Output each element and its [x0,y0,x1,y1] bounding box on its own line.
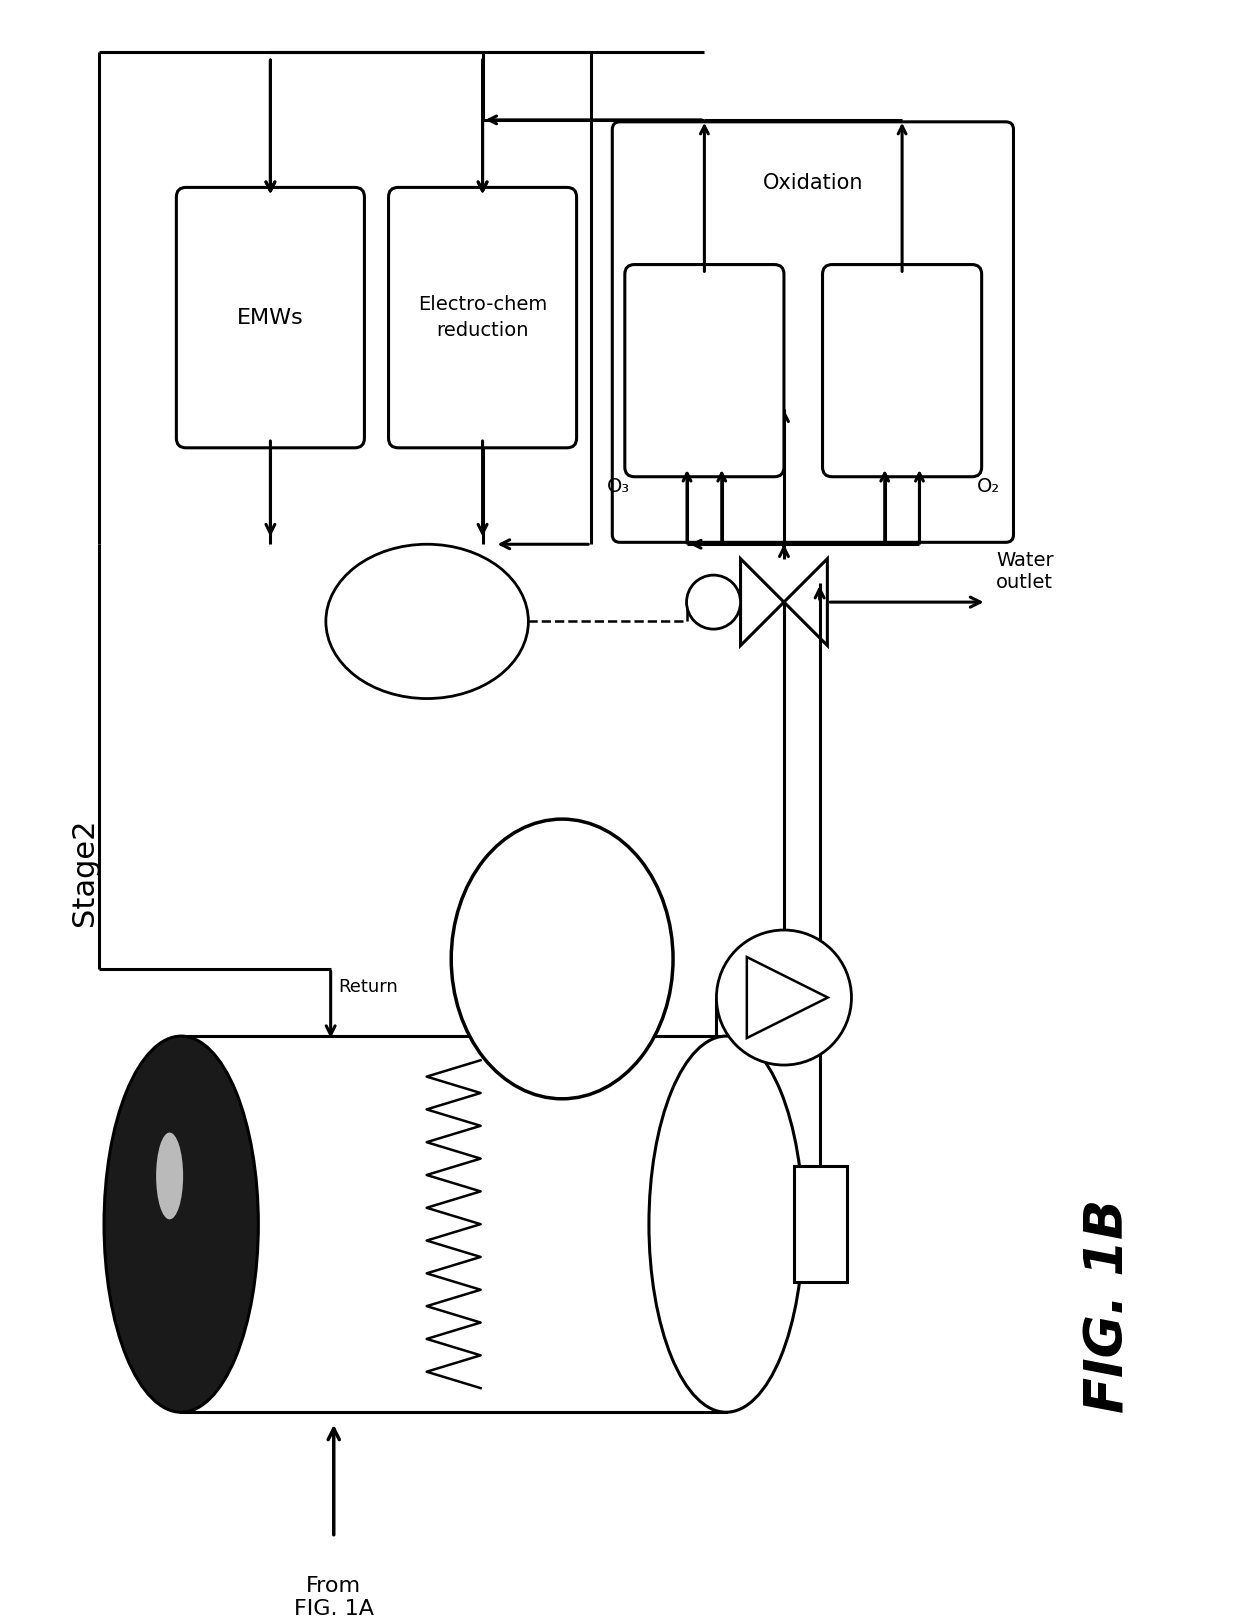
Text: O₃: O₃ [606,477,630,496]
FancyBboxPatch shape [625,264,784,477]
Ellipse shape [326,545,528,699]
Ellipse shape [649,1036,804,1413]
Text: Electro-chem
reduction: Electro-chem reduction [418,295,547,341]
Text: O₂: O₂ [977,477,1001,496]
Text: Water
Quality
Meters: Water Quality Meters [527,925,596,993]
Text: Level
Control: Level Control [394,600,460,642]
FancyBboxPatch shape [822,264,982,477]
Text: EMWs: EMWs [237,308,304,328]
Text: Return: Return [339,978,398,996]
Circle shape [717,929,852,1066]
Ellipse shape [104,1036,258,1413]
FancyBboxPatch shape [176,188,365,448]
Text: From
FIG. 1A: From FIG. 1A [294,1577,373,1619]
FancyBboxPatch shape [181,1036,727,1413]
Ellipse shape [156,1132,184,1220]
FancyBboxPatch shape [794,1166,847,1281]
FancyBboxPatch shape [613,122,1013,542]
FancyBboxPatch shape [388,188,577,448]
Text: FIG. 1B: FIG. 1B [1083,1199,1135,1413]
Text: Oxidation: Oxidation [763,172,863,193]
Ellipse shape [451,819,673,1098]
Text: Stage2: Stage2 [71,819,99,926]
Text: Water
outlet: Water outlet [996,551,1054,592]
Circle shape [687,576,740,629]
